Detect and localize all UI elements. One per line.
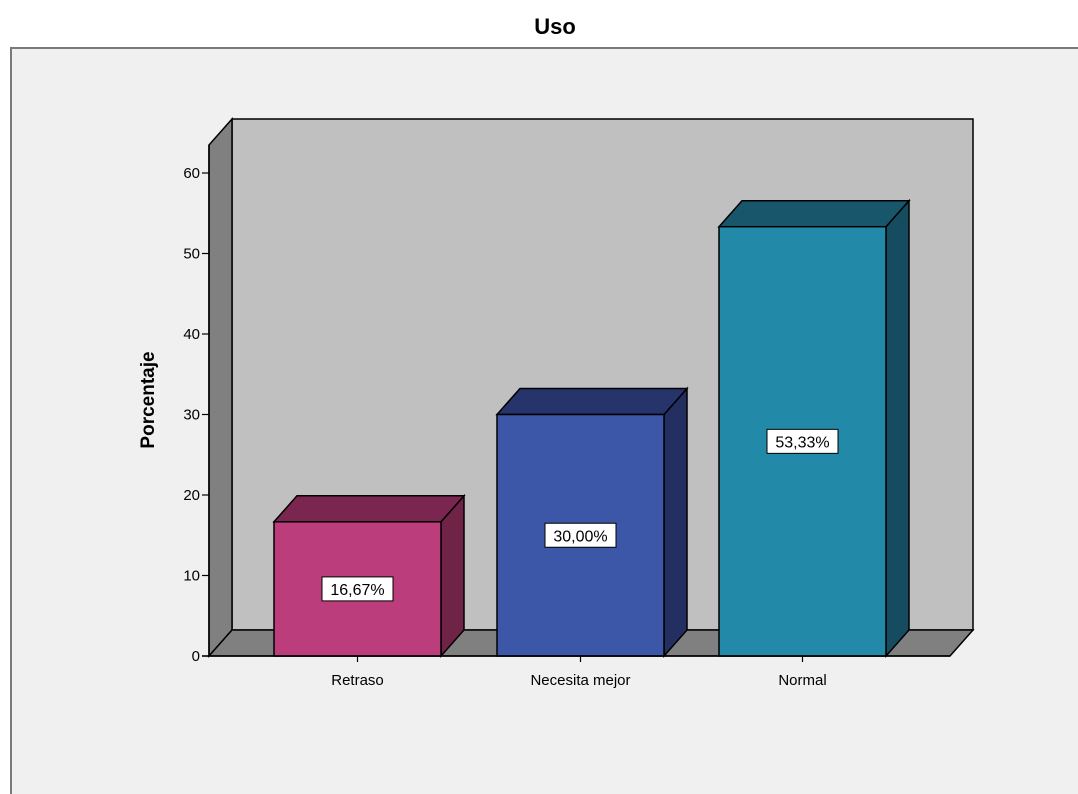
x-tick-label: Normal [778,672,826,689]
data-label: 16,67% [330,582,384,599]
data-label: 53,33% [775,434,829,451]
x-tick-label: Retraso [331,672,384,689]
bar-top [495,387,689,416]
x-axis: Retraso Necesita mejor Normal [202,655,950,689]
y-tick-label: 30 [183,407,200,424]
y-tick-label: 60 [183,165,200,182]
bar-side [885,198,910,658]
data-label-box [544,522,617,548]
y-tick-label: 50 [183,246,200,263]
y-axis-label: Porcentaje [138,351,159,448]
side-wall [208,117,233,658]
x-tick-label: Necesita mejor [530,672,630,689]
y-tick-label: 10 [183,568,200,585]
bar-top [272,495,466,523]
bar-side [663,386,688,658]
bars: 16,67% 30,00% 53,33% [272,198,911,658]
chart-title: Uso [534,14,576,39]
bar-top [717,199,911,228]
bar-necesita-mejor: 30,00% [495,386,689,658]
bar-retraso: 16,67% [272,493,466,658]
y-tick-label: 40 [183,326,200,343]
bar-normal: 53,33% [717,198,911,658]
data-label-box [766,428,839,454]
data-label: 30,00% [553,528,607,545]
y-axis: 0 10 20 30 40 50 60 [183,145,210,665]
y-tick-label: 0 [192,648,200,665]
bar-side [440,493,465,658]
y-tick-label: 20 [183,487,200,504]
data-label-box [321,576,394,602]
